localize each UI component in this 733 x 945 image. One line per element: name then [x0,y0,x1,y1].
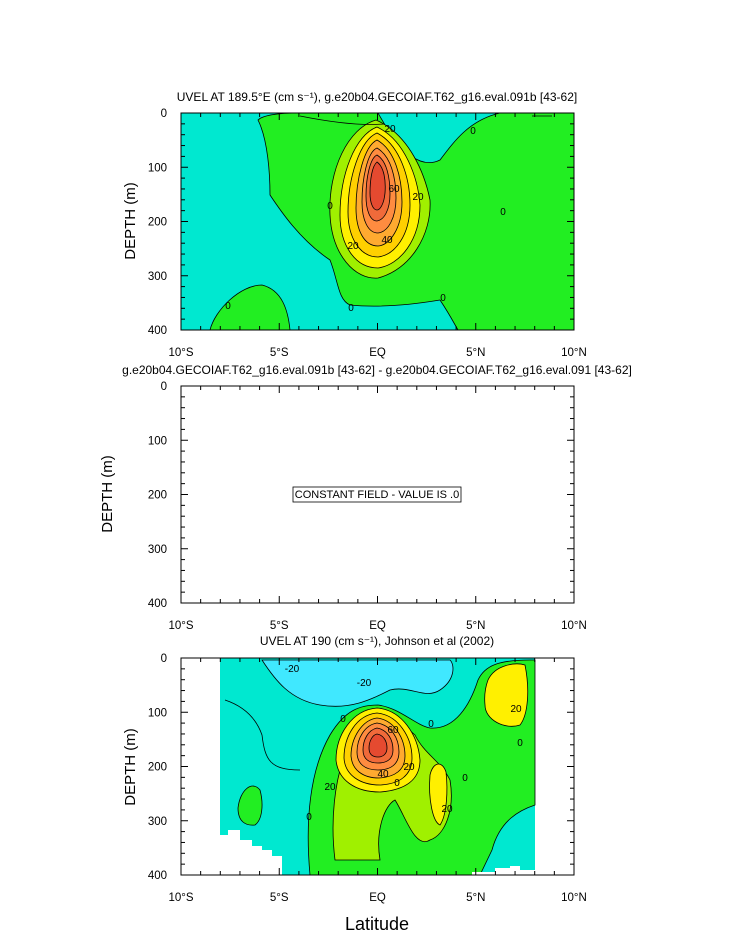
contour-label: 0 [225,301,231,312]
y-tick-label: 0 [161,381,167,393]
x-tick-label: EQ [369,892,386,904]
x-tick-label: EQ [369,620,386,632]
contour-label: 20 [441,804,453,815]
x-tick-label: 5°N [466,347,485,359]
panel-1-contour-top-line [299,115,385,125]
figure-xlabel: Latitude [345,914,409,934]
y-tick-label: 300 [148,816,167,828]
y-tick-label: 200 [148,762,167,774]
x-tick-label: 10°S [168,892,193,904]
contour-label: 0 [340,714,346,725]
contour-label: 0 [500,207,506,218]
y-tick-label: 300 [148,271,167,283]
panel-3-contour-fill [220,658,536,875]
x-tick-label: 10°N [561,347,587,359]
panel-2: g.e20b04.GECOIAF.T62_g16.eval.091b [43-6… [99,363,632,632]
y-tick-label: 200 [148,490,167,502]
contour-label: 20 [403,762,415,773]
panel-3-title: UVEL AT 190 (cm s⁻¹), Johnson et al (200… [260,634,494,648]
panel-1-region-positive-sw [209,284,291,330]
x-tick-label: 5°N [466,620,485,632]
y-tick-label: 100 [148,162,167,174]
x-tick-label: 10°N [561,892,587,904]
y-tick-label: 400 [148,870,167,882]
panel-3-missing-data-right [472,866,535,875]
contour-label: 20 [384,124,396,135]
panel-2-axes: 10°S 5°S EQ 5°N 10°N 0 100 200 300 400 [148,381,587,632]
contour-label: 0 [440,293,446,304]
x-tick-label: 5°S [270,347,289,359]
panel-2-ylabel: DEPTH (m) [99,455,116,533]
contour-label: 20 [347,241,359,252]
contour-label: 0 [428,719,434,730]
y-tick-label: 400 [148,598,167,610]
panel-3-contour-70 [368,733,388,758]
contour-label: 20 [510,704,522,715]
contour-label: 20 [412,192,424,203]
x-tick-label: 10°S [168,347,193,359]
y-tick-label: 0 [161,108,167,120]
panel-3-contour-labels: -20 -20 60 40 20 20 20 20 0 0 0 0 0 0 [285,664,523,823]
x-tick-label: 10°S [168,620,193,632]
x-tick-label: 5°S [270,620,289,632]
panel-1: UVEL AT 189.5°E (cm s⁻¹), g.e20b04.GECOI… [122,90,587,359]
x-tick-label: EQ [369,347,386,359]
contour-label: 20 [324,782,336,793]
contour-label: 0 [348,303,354,314]
panel-1-contour-70 [369,161,386,211]
panel-2-title: g.e20b04.GECOIAF.T62_g16.eval.091b [43-6… [122,363,632,377]
panel-1-ylabel: DEPTH (m) [122,182,139,260]
panel-3: UVEL AT 190 (cm s⁻¹), Johnson et al (200… [122,634,587,904]
contour-label: 60 [387,725,399,736]
contour-label: 0 [394,778,400,789]
panel-1-title: UVEL AT 189.5°E (cm s⁻¹), g.e20b04.GECOI… [177,90,577,104]
panel-3-missing-data [220,830,282,875]
panel-1-contour-labels: 20 0 60 20 40 20 0 0 0 0 0 [225,124,506,314]
contour-label: 0 [327,201,333,212]
contour-label: 40 [377,769,389,780]
y-tick-label: 300 [148,544,167,556]
x-tick-label: 10°N [561,620,587,632]
contour-label: 0 [462,773,468,784]
y-tick-label: 400 [148,325,167,337]
panel-3-region-neg20 [261,659,454,707]
contour-label: 60 [388,184,400,195]
panel-3-ylabel: DEPTH (m) [122,728,139,806]
contour-label: 0 [306,812,312,823]
x-tick-label: 5°N [466,892,485,904]
contour-label: -20 [285,664,300,675]
y-tick-label: 100 [148,707,167,719]
panel-3-region-sw-green [237,785,263,826]
x-tick-label: 5°S [270,892,289,904]
panel-3-region-mid-yellow [429,763,448,826]
panel-3-region-right-yellow [484,663,529,727]
y-tick-label: 100 [148,435,167,447]
contour-label: -20 [357,678,372,689]
contour-label: 0 [517,738,523,749]
panel-1-contour-fill [181,113,574,330]
panel-3-contour-neg-line [224,699,301,771]
panel-2-annotation: CONSTANT FIELD - VALUE IS .0 [295,489,459,501]
y-tick-label: 200 [148,217,167,229]
y-tick-label: 0 [161,653,167,665]
contour-label: 40 [381,235,393,246]
panel-2-annotation-box [292,486,462,503]
contour-label: 0 [470,126,476,137]
